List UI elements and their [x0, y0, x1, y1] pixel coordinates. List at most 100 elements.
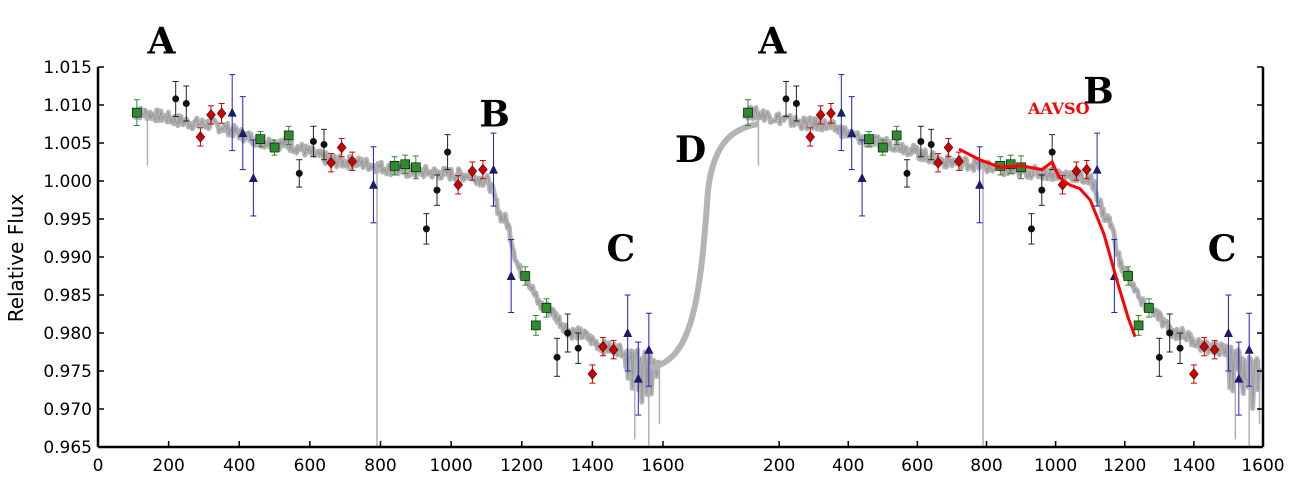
aavso-fit-line: [958, 147, 1137, 338]
point-triangle: [975, 179, 985, 189]
x-tick-label: 1200: [500, 456, 543, 476]
annotation-b: B: [479, 93, 509, 135]
point-diamond: [1199, 340, 1210, 353]
point-circle: [1176, 344, 1184, 352]
y-tick-label: 0.990: [43, 248, 92, 268]
y-tick-label: 0.980: [43, 324, 92, 344]
aavso-label: AAVSO: [1027, 99, 1090, 118]
point-triangle: [836, 107, 846, 117]
point-diamond: [467, 165, 478, 178]
point-triangle: [623, 328, 633, 337]
point-circle: [1027, 225, 1035, 233]
point-circle: [422, 225, 430, 233]
point-circle: [792, 99, 800, 107]
point-diamond: [805, 131, 816, 143]
light-curve-left: [131, 105, 662, 447]
point-circle: [320, 141, 328, 149]
point-triangle: [857, 172, 867, 182]
x-tick-label: 1600: [641, 456, 684, 476]
y-tick-label: 0.995: [43, 210, 92, 230]
y-axis-label: Relative Flux: [4, 194, 28, 323]
point-triangle: [227, 107, 237, 117]
point-square: [269, 142, 280, 153]
point-diamond: [943, 141, 954, 154]
x-tick-label: 1400: [571, 456, 614, 476]
y-tick-label: 0.965: [43, 438, 92, 458]
x-tick-label: 600: [901, 456, 933, 476]
x-tick-label: 1000: [429, 456, 472, 476]
point-diamond: [1081, 163, 1092, 176]
point-circle: [1155, 353, 1163, 361]
x-tick-label: 1600: [1241, 456, 1284, 476]
point-triangle: [847, 128, 857, 138]
y-tick-label: 1.005: [43, 134, 92, 154]
annotation-c: C: [1208, 228, 1237, 270]
point-square: [1133, 320, 1144, 331]
point-diamond: [1209, 343, 1220, 356]
point-square: [864, 134, 874, 144]
point-triangle: [633, 373, 643, 383]
point-diamond: [347, 155, 358, 168]
x-tick-label: 1200: [1103, 456, 1146, 476]
point-square: [1005, 159, 1016, 170]
y-tick-labels: 0.965 0.970 0.975 0.980 0.985 0.990 0.995 1.000…: [43, 58, 92, 458]
annotation-c: C: [607, 228, 636, 270]
point-diamond: [216, 107, 227, 120]
point-triangle: [644, 344, 654, 354]
x-tick-label: 200: [152, 456, 184, 476]
y-tick-label: 0.985: [43, 286, 92, 306]
point-triangle: [248, 172, 258, 182]
x-tick-label: 800: [970, 456, 1002, 476]
point-square: [541, 303, 552, 313]
point-diamond: [336, 141, 347, 154]
point-circle: [574, 344, 582, 352]
point-diamond: [608, 343, 619, 356]
y-tick-label: 1.010: [43, 96, 92, 116]
point-square: [531, 320, 541, 331]
y-tick-label: 1.000: [43, 172, 92, 192]
x-tick-label: 0: [93, 456, 104, 476]
point-circle: [1166, 329, 1174, 337]
point-diamond: [598, 340, 608, 353]
x-tick-label: 400: [223, 456, 255, 476]
point-circle: [433, 186, 441, 194]
point-circle: [927, 141, 935, 149]
x-tick-label: 200: [763, 456, 795, 476]
point-triangle: [238, 128, 248, 138]
point-square: [132, 107, 142, 118]
annotations: A B C A B C AAVSO D: [146, 20, 1236, 269]
point-square: [743, 107, 753, 118]
point-diamond: [1189, 368, 1199, 380]
y-tick-label: 0.970: [43, 400, 92, 420]
point-diamond: [478, 163, 488, 176]
point-circle: [564, 329, 572, 337]
point-triangle: [368, 179, 378, 189]
point-diamond: [587, 368, 598, 380]
light-curve-right: [742, 104, 1262, 447]
x-tick-labels: 0 200 400 600 800 1000 1200 1400 1600 200 400 600 80…: [93, 456, 1285, 476]
point-triangle: [1244, 344, 1254, 354]
x-tick-label: 400: [832, 456, 864, 476]
point-circle: [917, 137, 925, 145]
model-noise: [133, 108, 660, 403]
x-tick-label: 800: [364, 456, 396, 476]
point-circle: [1038, 186, 1046, 194]
point-diamond: [195, 131, 206, 143]
point-square: [283, 130, 294, 141]
point-diamond: [326, 156, 336, 169]
point-triangle: [1234, 373, 1244, 383]
point-circle: [903, 169, 911, 177]
point-diamond: [826, 107, 836, 120]
gap-curve-d: [649, 121, 759, 371]
x-tick-label: 600: [294, 456, 326, 476]
point-circle: [553, 353, 561, 361]
point-square: [1123, 271, 1134, 281]
point-circle: [172, 95, 180, 103]
annotation-a: A: [146, 20, 176, 62]
point-triangle: [1092, 164, 1102, 174]
point-diamond: [954, 155, 964, 168]
point-square: [411, 162, 421, 173]
x-tick-label: 1400: [1172, 456, 1215, 476]
point-square: [1144, 303, 1154, 313]
